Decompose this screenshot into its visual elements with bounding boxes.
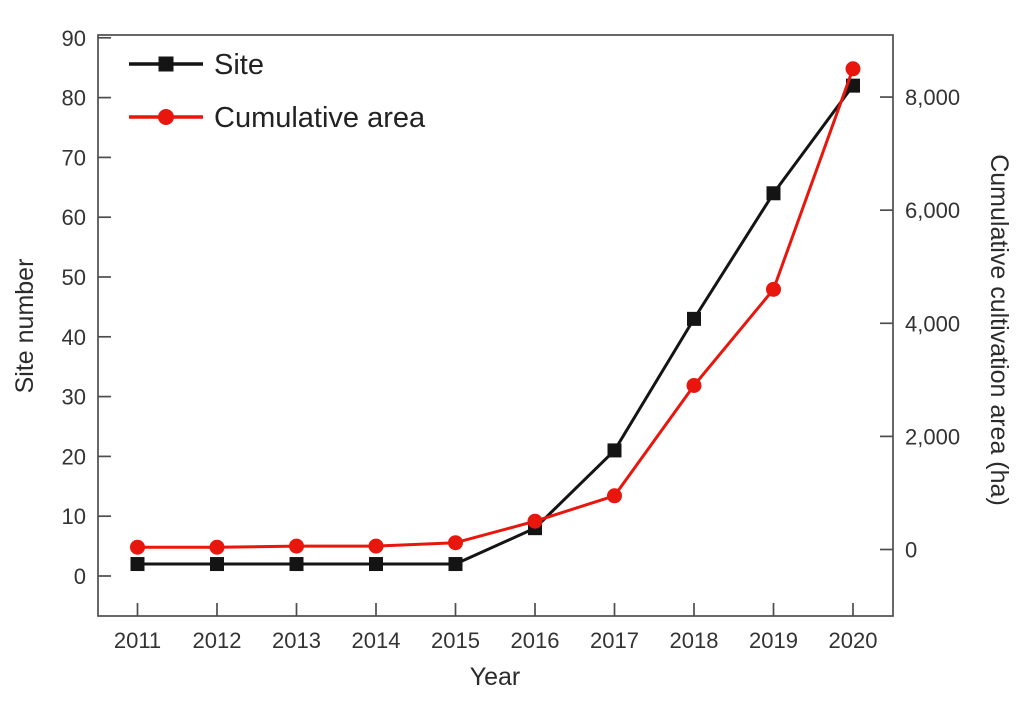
cumulative-area-marker xyxy=(130,539,145,555)
left-axis-tick-label: 10 xyxy=(62,504,86,529)
data-series xyxy=(130,61,861,572)
legend: Site Cumulative area xyxy=(129,49,426,134)
x-axis-tick-label: 2019 xyxy=(749,628,798,653)
cumulative-area-marker xyxy=(448,535,463,551)
legend-cumulative-area-marker xyxy=(158,109,174,125)
left-axis-tick-label: 30 xyxy=(62,385,86,410)
site-marker xyxy=(289,557,304,572)
right-axis-tick-label: 8,000 xyxy=(905,85,960,110)
legend-cumulative-area-label: Cumulative area xyxy=(214,102,426,134)
x-axis-tick-label: 2012 xyxy=(193,628,242,653)
left-axis-tick-label: 80 xyxy=(62,86,86,111)
site-marker xyxy=(130,557,145,572)
cumulative-area-marker xyxy=(845,61,861,77)
legend-site-marker xyxy=(158,56,174,72)
left-axis-tick-label: 60 xyxy=(62,205,86,230)
cumulative-area-marker xyxy=(607,488,622,504)
x-axis-tick-label: 2014 xyxy=(352,628,401,653)
plot-frame xyxy=(97,34,894,617)
left-axis-tick-label: 70 xyxy=(62,145,86,170)
x-axis-tick-label: 2015 xyxy=(431,628,480,653)
right-axis-tick-label: 4,000 xyxy=(905,311,960,336)
cumulative-area-marker xyxy=(766,281,781,297)
cumulative-area-marker xyxy=(368,538,384,554)
cumulative-area-marker xyxy=(686,377,702,393)
legend-site-label: Site xyxy=(214,49,264,81)
left-axis-title: Site number xyxy=(11,259,39,394)
right-axis-tick-label: 0 xyxy=(905,538,917,563)
left-axis-tick-label: 0 xyxy=(74,564,86,589)
x-axis-tick-label: 2020 xyxy=(829,628,878,653)
site-marker xyxy=(766,186,781,201)
cumulative-area-marker xyxy=(209,539,225,555)
left-axis-tick-label: 20 xyxy=(62,444,86,469)
x-axis-tick-label: 2011 xyxy=(114,628,161,653)
site-marker xyxy=(607,443,622,458)
cumulative-area-series-line xyxy=(137,68,855,549)
x-axis-tick-label: 2013 xyxy=(272,628,321,653)
site-marker xyxy=(369,557,383,572)
left-axis-tick-label: 50 xyxy=(62,265,86,290)
cumulative-area-marker xyxy=(289,538,304,554)
x-axis-tick-label: 2016 xyxy=(511,628,560,653)
site-marker xyxy=(210,557,224,572)
cumulative-area-marker xyxy=(527,513,543,529)
site-series-line xyxy=(137,84,855,566)
x-axis-title: Year xyxy=(470,663,521,691)
x-axis-tick-label: 2017 xyxy=(590,628,639,653)
site-marker xyxy=(448,557,463,572)
axis-ticks: 0 10 20 30 40 50 60 70 80 90 0 2,000 4,000 6,000 8,000… xyxy=(62,26,961,653)
left-axis-tick-label: 90 xyxy=(62,26,86,51)
right-axis-title: Cumulative cultivation area (ha) xyxy=(985,154,1013,506)
right-axis-tick-label: 2,000 xyxy=(905,424,960,449)
x-axis-tick-label: 2018 xyxy=(670,628,719,653)
left-axis-tick-label: 40 xyxy=(62,325,86,350)
right-axis-tick-label: 6,000 xyxy=(905,198,960,223)
site-marker xyxy=(687,311,701,326)
